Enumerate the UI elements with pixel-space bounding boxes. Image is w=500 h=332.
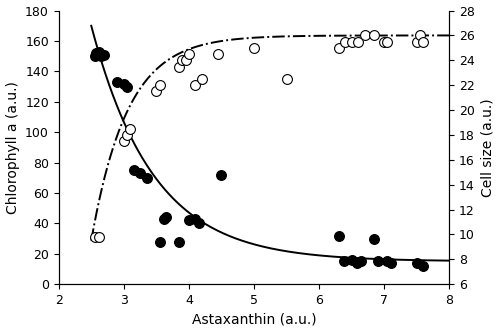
Point bbox=[354, 39, 362, 44]
Point bbox=[370, 236, 378, 241]
Point bbox=[194, 221, 202, 226]
Point bbox=[97, 53, 105, 59]
Point bbox=[420, 39, 428, 44]
Point bbox=[334, 233, 342, 238]
Point bbox=[370, 33, 378, 38]
X-axis label: Astaxanthin (a.u.): Astaxanthin (a.u.) bbox=[192, 312, 316, 326]
Point bbox=[95, 234, 103, 240]
Point bbox=[178, 58, 186, 63]
Point bbox=[92, 50, 100, 56]
Point bbox=[214, 51, 222, 57]
Point bbox=[142, 175, 150, 180]
Point bbox=[120, 81, 128, 86]
Point bbox=[162, 214, 170, 220]
Point bbox=[341, 39, 349, 44]
Point bbox=[358, 259, 366, 264]
Point bbox=[282, 76, 290, 82]
Point bbox=[192, 83, 200, 88]
Point bbox=[152, 89, 160, 94]
Point bbox=[416, 33, 424, 38]
Point bbox=[250, 45, 258, 50]
Point bbox=[90, 234, 98, 240]
Point bbox=[95, 49, 103, 54]
Point bbox=[412, 39, 420, 44]
Point bbox=[175, 239, 183, 244]
Point bbox=[90, 53, 98, 59]
Point bbox=[123, 132, 131, 137]
Point bbox=[136, 171, 144, 176]
Point bbox=[412, 260, 420, 266]
Point bbox=[156, 83, 164, 88]
Point bbox=[175, 64, 183, 69]
Point bbox=[384, 259, 392, 264]
Point bbox=[130, 168, 138, 173]
Y-axis label: Chlorophyll a (a.u.): Chlorophyll a (a.u.) bbox=[6, 81, 20, 214]
Point bbox=[353, 260, 361, 266]
Point bbox=[123, 84, 131, 89]
Point bbox=[114, 79, 122, 85]
Point bbox=[420, 263, 428, 269]
Point bbox=[360, 33, 368, 38]
Point bbox=[198, 76, 206, 82]
Point bbox=[334, 45, 342, 50]
Point bbox=[380, 39, 388, 44]
Point bbox=[120, 138, 128, 144]
Point bbox=[374, 259, 382, 264]
Y-axis label: Cell size (a.u.): Cell size (a.u.) bbox=[480, 98, 494, 197]
Point bbox=[386, 260, 394, 266]
Point bbox=[182, 58, 190, 63]
Point bbox=[160, 216, 168, 221]
Point bbox=[126, 126, 134, 131]
Point bbox=[384, 39, 392, 44]
Point bbox=[185, 218, 193, 223]
Point bbox=[185, 51, 193, 57]
Point bbox=[100, 52, 108, 57]
Point bbox=[192, 216, 200, 221]
Point bbox=[348, 39, 356, 44]
Point bbox=[218, 172, 226, 177]
Point bbox=[156, 239, 164, 244]
Point bbox=[348, 257, 356, 263]
Point bbox=[340, 259, 348, 264]
